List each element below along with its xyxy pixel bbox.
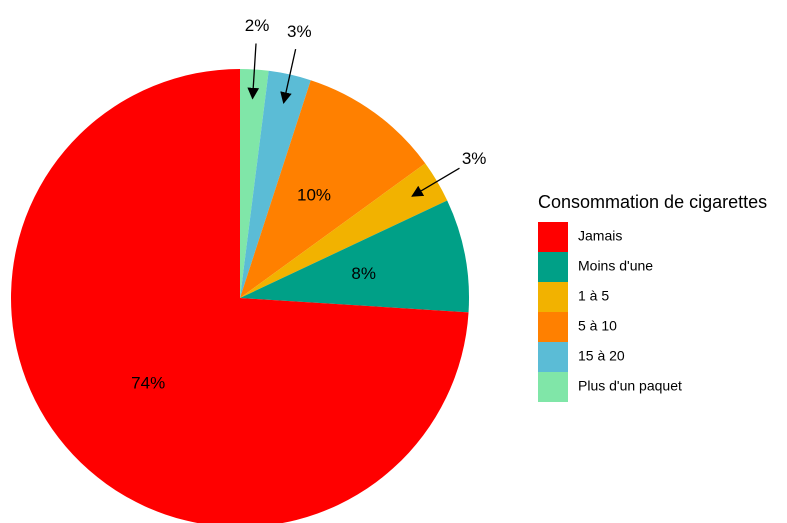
pie-slice xyxy=(240,80,426,298)
pie-slice xyxy=(240,70,311,299)
slice-label: 2% xyxy=(245,16,270,35)
legend-label: Jamais xyxy=(578,228,622,244)
slice-label: 10% xyxy=(297,186,331,205)
legend-swatch xyxy=(538,342,568,372)
label-arrow xyxy=(280,48,297,104)
legend-swatch xyxy=(538,252,568,282)
legend-label: 1 à 5 xyxy=(578,288,609,304)
slice-label: 3% xyxy=(462,149,487,168)
legend-label: Plus d'un paquet xyxy=(578,378,682,394)
slice-label: 8% xyxy=(351,264,376,283)
pie-slice xyxy=(240,163,448,298)
legend-label: 15 à 20 xyxy=(578,348,625,364)
legend-title: Consommation de cigarettes xyxy=(538,192,767,212)
legend-swatch xyxy=(538,312,568,342)
pie-slice xyxy=(240,200,470,313)
pie-slice xyxy=(240,69,269,298)
pie-slice xyxy=(11,69,469,523)
legend-label: Moins d'une xyxy=(578,258,653,274)
slice-label: 3% xyxy=(287,22,312,41)
legend-swatch xyxy=(538,282,568,312)
legend-swatch xyxy=(538,222,568,252)
legend-swatch xyxy=(538,372,568,402)
label-arrow xyxy=(247,43,260,100)
label-arrow xyxy=(411,167,460,197)
legend-label: 5 à 10 xyxy=(578,318,617,334)
slice-label: 74% xyxy=(131,374,165,393)
